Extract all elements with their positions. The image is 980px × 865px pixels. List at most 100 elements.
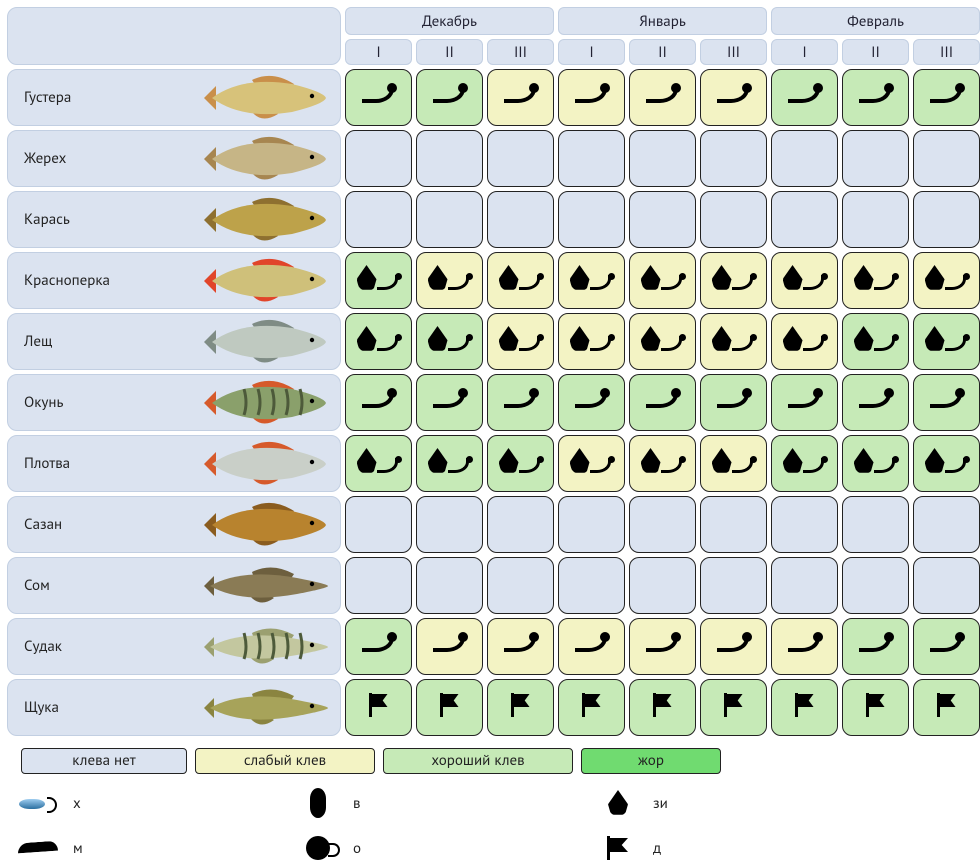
fish-name: Красноперка	[24, 271, 110, 290]
bait-label: в	[353, 794, 361, 813]
bite-cell	[771, 69, 838, 126]
bite-cell	[416, 618, 483, 675]
bite-cell	[558, 374, 625, 431]
bite-cell	[700, 252, 767, 309]
decade-header: II	[842, 39, 909, 65]
decade-header: I	[558, 39, 625, 65]
fish-name-cell: Сазан	[7, 496, 341, 553]
bite-cell	[345, 313, 412, 370]
bite-cell	[913, 130, 980, 187]
bait-legend-item: м	[17, 836, 297, 860]
bite-cell	[842, 252, 909, 309]
bite-cell	[345, 496, 412, 553]
fish-name: Щука	[24, 698, 59, 717]
bite-cell	[345, 435, 412, 492]
bite-cell	[345, 618, 412, 675]
bite-cell	[345, 557, 412, 614]
decade-header: III	[487, 39, 554, 65]
bite-cell	[771, 191, 838, 248]
fish-illustration	[202, 562, 332, 610]
bite-cell	[558, 191, 625, 248]
bite-cell	[629, 496, 696, 553]
bite-cell	[629, 435, 696, 492]
bite-cell	[700, 618, 767, 675]
fish-name-cell: Красноперка	[7, 252, 341, 309]
bait-legend-item: в	[297, 788, 597, 818]
fish-name-cell: Жерех	[7, 130, 341, 187]
bait-label: зи	[653, 794, 668, 813]
bite-cell	[558, 69, 625, 126]
fish-name: Лещ	[24, 332, 52, 351]
fish-name-cell: Судак	[7, 618, 341, 675]
fish-illustration	[202, 135, 332, 183]
bite-table: ДекабрьЯнварьФевральIIIIIIIIIIIIIIIIII Г…	[3, 3, 980, 740]
bait-legend-item: х	[17, 788, 297, 818]
fish-illustration	[202, 379, 332, 427]
bite-cell	[487, 557, 554, 614]
header-months: ДекабрьЯнварьФевраль	[7, 7, 980, 35]
bait-label: м	[73, 839, 83, 858]
month-header: Декабрь	[345, 7, 554, 35]
bite-cell	[842, 130, 909, 187]
bite-cell	[700, 374, 767, 431]
header-corner	[7, 7, 341, 65]
fish-name-cell: Окунь	[7, 374, 341, 431]
bite-cell	[558, 130, 625, 187]
bite-cell	[629, 69, 696, 126]
bait-label: д	[653, 839, 661, 858]
bite-cell	[487, 191, 554, 248]
fish-name-cell: Сом	[7, 557, 341, 614]
bite-cell	[771, 313, 838, 370]
bite-cell	[700, 69, 767, 126]
fish-row: Сом	[7, 557, 980, 614]
bite-cell	[842, 496, 909, 553]
bait-icon	[17, 839, 59, 857]
fish-name: Сом	[24, 576, 50, 595]
bite-cell	[842, 557, 909, 614]
month-header: Февраль	[771, 7, 980, 35]
bait-legend-item: зи	[597, 788, 897, 818]
bite-cell	[345, 252, 412, 309]
fish-illustration	[202, 318, 332, 366]
bite-cell	[558, 557, 625, 614]
bite-cell	[629, 252, 696, 309]
bite-cell	[700, 435, 767, 492]
bite-cell	[842, 374, 909, 431]
bite-cell	[487, 313, 554, 370]
bite-cell	[842, 679, 909, 736]
bite-cell	[629, 618, 696, 675]
bite-cell	[629, 374, 696, 431]
fish-illustration	[202, 74, 332, 122]
bite-cell	[558, 496, 625, 553]
fish-name: Плотва	[24, 454, 70, 473]
bite-cell	[771, 130, 838, 187]
bite-cell	[629, 557, 696, 614]
bite-cell	[558, 435, 625, 492]
bite-cell	[842, 618, 909, 675]
bite-cell	[700, 557, 767, 614]
bite-cell	[416, 130, 483, 187]
activity-legend-item: слабый клев	[195, 748, 375, 774]
bite-cell	[487, 69, 554, 126]
bite-cell	[345, 69, 412, 126]
decade-header: I	[771, 39, 838, 65]
bite-cell	[487, 496, 554, 553]
activity-legend: клева нетслабый клевхороший клевжор	[21, 748, 977, 774]
bite-cell	[558, 618, 625, 675]
fish-name-cell: Плотва	[7, 435, 341, 492]
fish-row: Щука	[7, 679, 980, 736]
decade-header: III	[913, 39, 980, 65]
bite-cell	[487, 130, 554, 187]
fish-row: Красноперка	[7, 252, 980, 309]
fish-name: Судак	[24, 637, 62, 656]
activity-legend-item: клева нет	[21, 748, 187, 774]
bite-cell	[416, 69, 483, 126]
fish-name: Сазан	[24, 515, 62, 534]
bite-cell	[416, 252, 483, 309]
bite-cell	[771, 557, 838, 614]
bite-cell	[487, 374, 554, 431]
fish-name-cell: Лещ	[7, 313, 341, 370]
bite-cell	[487, 618, 554, 675]
bite-cell	[629, 130, 696, 187]
decade-header: III	[700, 39, 767, 65]
